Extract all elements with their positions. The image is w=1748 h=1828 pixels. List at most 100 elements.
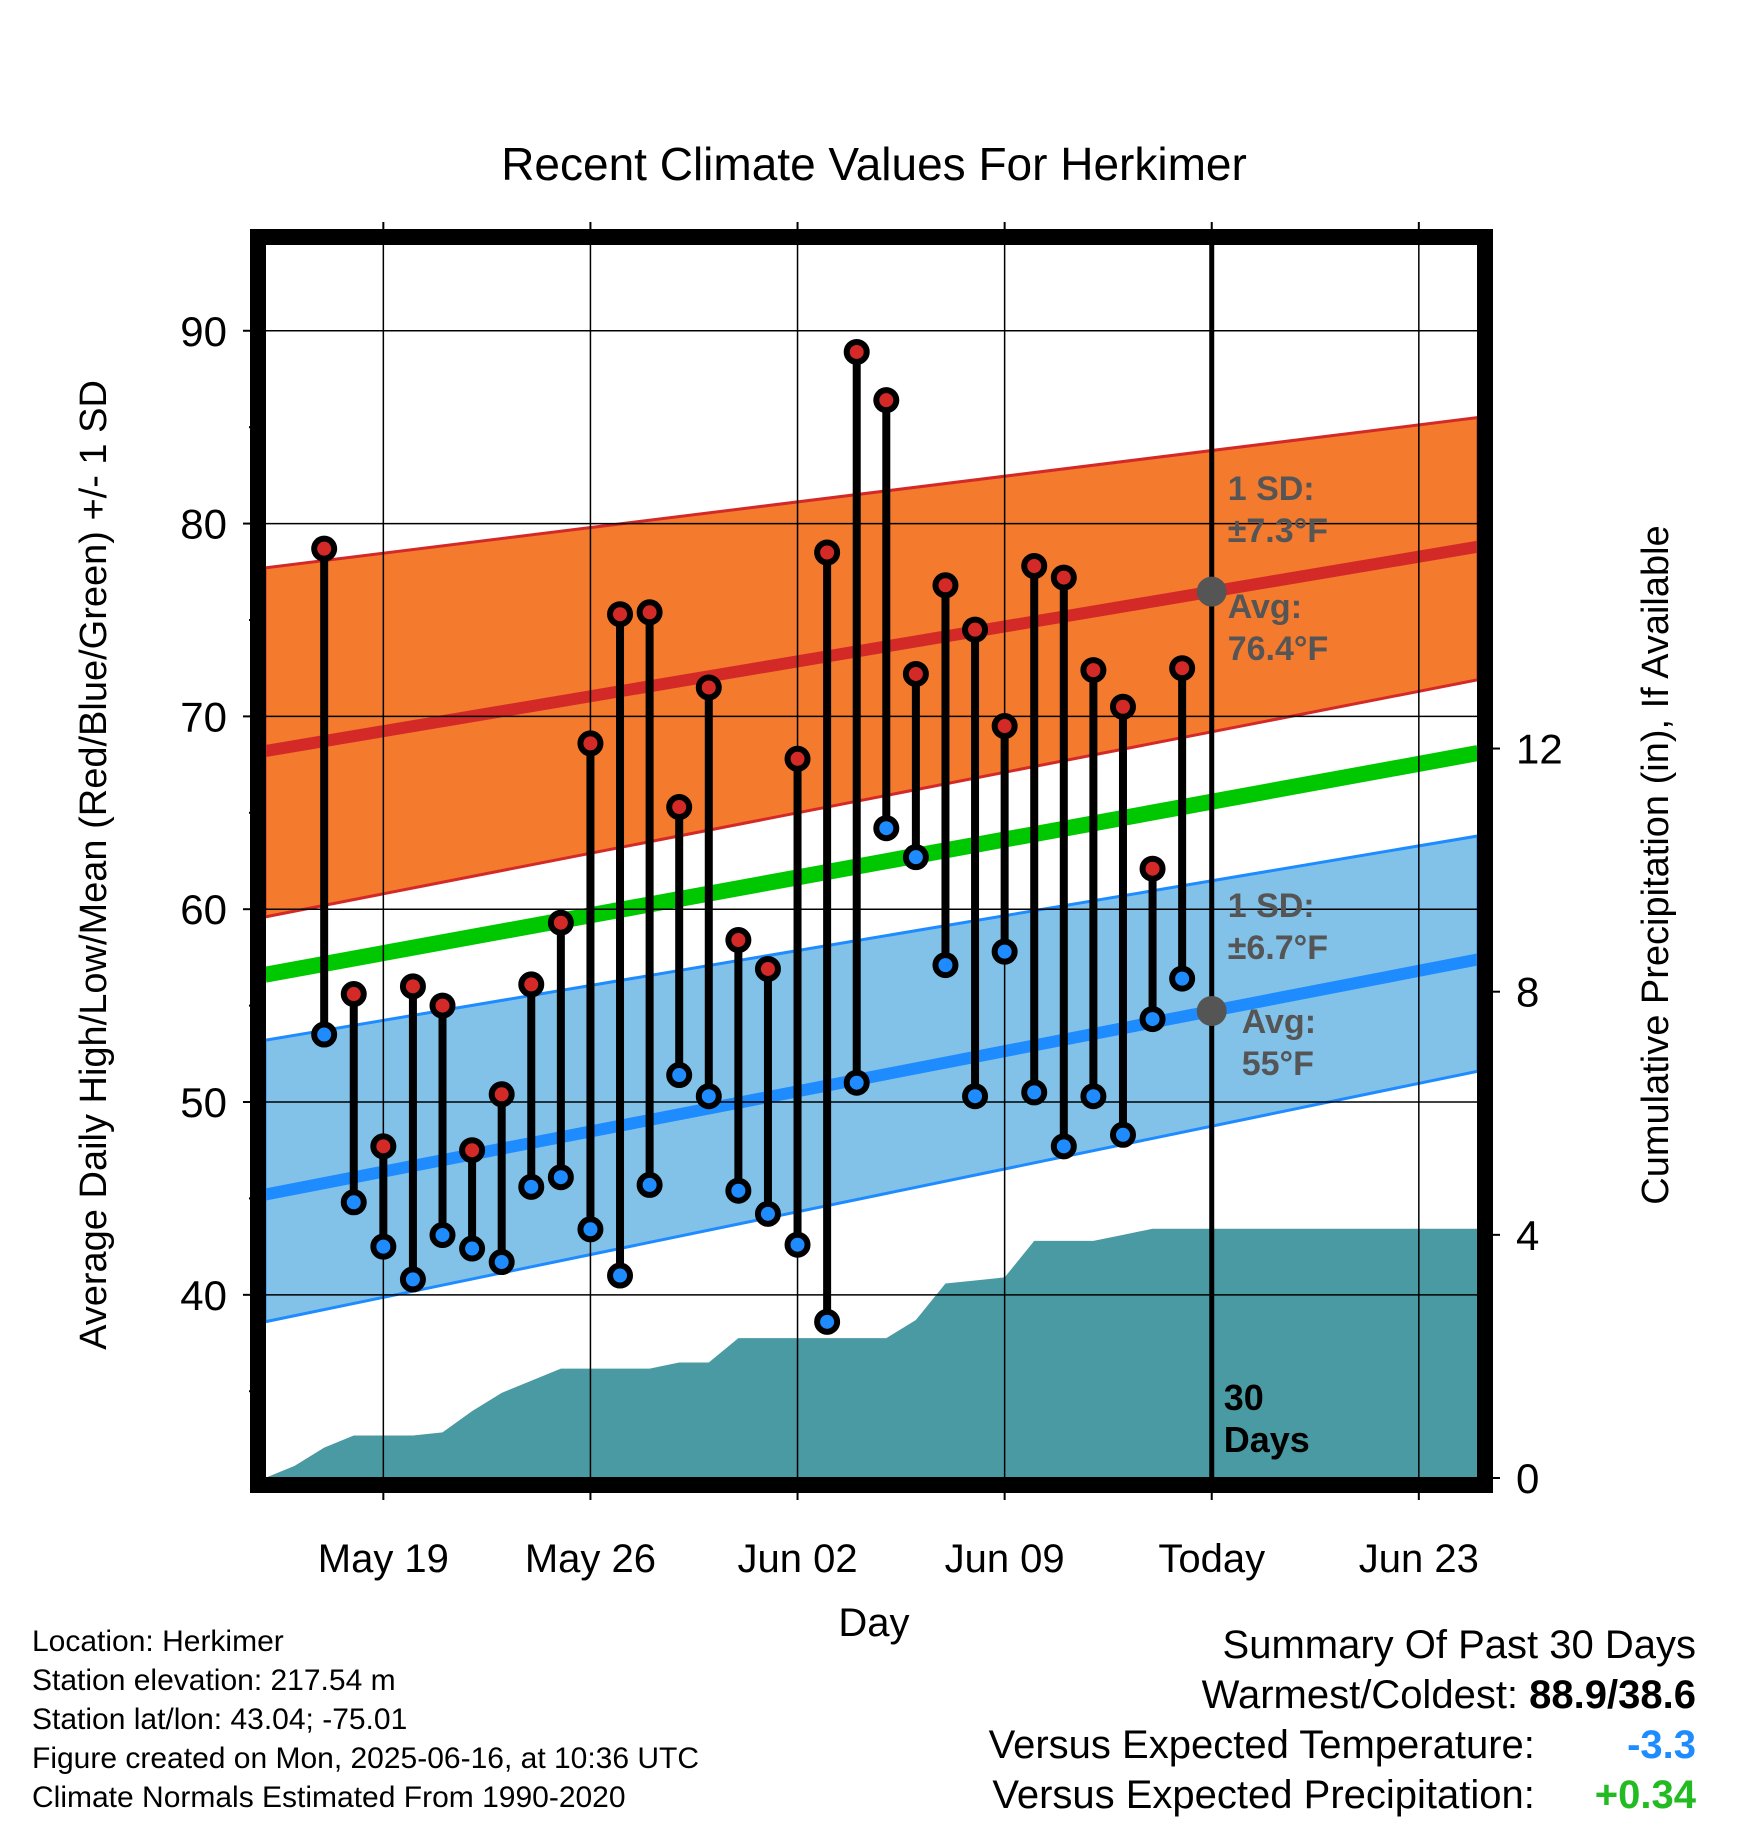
location-text: Location: Herkimer [32,1625,284,1658]
high-point [666,794,693,821]
high-point [311,535,338,562]
temp-value: -3.3 [1627,1723,1696,1767]
low-point [311,1021,338,1048]
x-tick-label: Today [1158,1537,1265,1581]
x-tick-label: May 19 [318,1537,449,1581]
low-point [873,815,900,842]
low-point [902,844,929,871]
y2-axis-label: Cumulative Precipitation (in), If Availa… [1635,525,1677,1204]
y-axis-label: Average Daily High/Low/Mean (Red/Blue/Gr… [73,380,115,1350]
y-tick-label: 60 [180,886,227,933]
low-point [607,1262,634,1289]
high-point [340,981,367,1008]
high-point [814,539,841,566]
high-point [518,971,545,998]
high-point [1021,552,1048,579]
low-point [1109,1121,1136,1148]
y-tick-label: 50 [180,1079,227,1126]
high-avg-value: 76.4°F [1228,630,1329,668]
y2-tick-label: 12 [1516,726,1563,773]
low-point [577,1216,604,1243]
low-avg-label: Avg: [1242,1003,1316,1041]
low-point [962,1083,989,1110]
high-point [1050,564,1077,591]
high-point [754,955,781,982]
low-point [399,1266,426,1293]
days-word-label: Days [1224,1419,1310,1460]
high-point [577,730,604,757]
low-point [429,1222,456,1249]
temp-label: Versus Expected Temperature: [988,1723,1535,1767]
low-point [754,1200,781,1227]
high-point [902,660,929,687]
high-point [636,599,663,626]
low-point [1021,1079,1048,1106]
mean-avg-line [265,745,1478,983]
low-point [459,1235,486,1262]
summary-temp: Versus Expected Temperature: -3.3 [796,1720,1696,1770]
high-point [991,713,1018,740]
high-point [459,1137,486,1164]
summary-panel: Summary Of Past 30 Days Warmest/Coldest:… [796,1620,1696,1820]
y-tick-label: 80 [180,501,227,548]
low-point [991,938,1018,965]
x-tick-label: Jun 02 [737,1537,857,1581]
low-sd-value: ±6.7°F [1228,929,1328,967]
high-point [547,909,574,936]
low-point [1169,965,1196,992]
low-point [784,1231,811,1258]
high-point [607,601,634,628]
low-point [1139,1006,1166,1033]
low-point [843,1069,870,1096]
precip-value: +0.34 [1594,1773,1696,1817]
high-point [429,992,456,1019]
high-point [488,1081,515,1108]
low-point [1080,1083,1107,1110]
low-point [636,1171,663,1198]
high-sd-label: 1 SD: [1228,470,1315,508]
y-tick-label: 70 [180,693,227,740]
low-point [370,1233,397,1260]
low-point [547,1164,574,1191]
high-sd-band [265,416,1478,919]
precip-label: Versus Expected Precipitation: [992,1773,1535,1817]
high-point [962,616,989,643]
y-tick-label: 90 [180,308,227,355]
low-point [666,1062,693,1089]
low-point [725,1177,752,1204]
high-sd-value: ±7.3°F [1228,512,1328,550]
high-point [1109,693,1136,720]
station-info: Location: Herkimer Station elevation: 21… [32,1622,892,1817]
plot-frame [250,229,1493,1493]
low-point [932,952,959,979]
high-point [932,572,959,599]
high-point [695,674,722,701]
high-point [370,1133,397,1160]
low-point [814,1308,841,1335]
y2-tick-label: 0 [1516,1455,1539,1502]
created-text: Figure created on Mon, 2025-06-16, at 10… [32,1742,700,1775]
high-point [1080,657,1107,684]
chart-title: Recent Climate Values For Herkimer [501,138,1247,190]
low-avg-value: 55°F [1242,1045,1314,1083]
x-tick-label: Jun 09 [945,1537,1065,1581]
elevation-text: Station elevation: 217.54 m [32,1664,396,1697]
low-point [518,1173,545,1200]
y-tick-label: 40 [180,1272,227,1319]
x-tick-label: Jun 23 [1359,1537,1479,1581]
high-point [784,745,811,772]
latlon-text: Station lat/lon: 43.04; -75.01 [32,1703,408,1736]
high-point [725,927,752,954]
high-point [1139,855,1166,882]
x-axis-label: Day [838,1601,909,1645]
high-point [843,338,870,365]
low-point [340,1189,367,1216]
low-point [695,1083,722,1110]
y2-tick-label: 4 [1516,1212,1539,1259]
high-avg-label: Avg: [1228,588,1302,626]
today-high-avg-marker [1196,576,1227,607]
today-low-avg-marker [1196,995,1227,1026]
low-sd-label: 1 SD: [1228,887,1315,925]
warm-cold-label: Warmest/Coldest: [1201,1673,1519,1717]
